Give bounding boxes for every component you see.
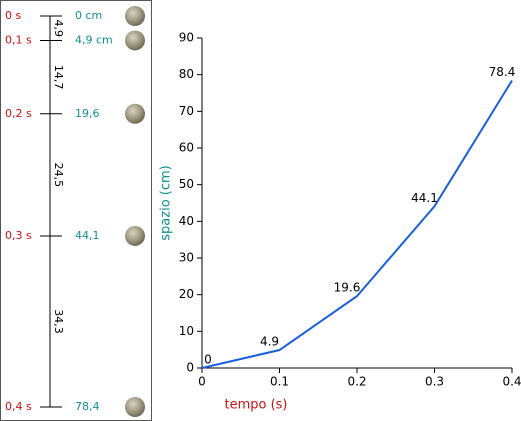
time-label: 0,3 s	[5, 229, 32, 242]
time-label: 0,1 s	[5, 33, 32, 46]
y-tick-label: 10	[179, 324, 194, 338]
interval-label: 14,7	[52, 65, 65, 90]
data-line	[201, 80, 513, 369]
data-label: 78.4	[489, 65, 516, 79]
x-tick-label: 0.3	[425, 375, 444, 389]
y-tick-label: 70	[179, 104, 194, 118]
x-tick-label: 0.4	[502, 375, 521, 389]
ball	[125, 225, 145, 246]
data-label: 0	[204, 353, 212, 367]
distance-label: 19,6	[75, 107, 100, 120]
y-tick-label: 60	[179, 141, 194, 155]
diagram-frame	[0, 0, 152, 421]
data-label: 19.6	[334, 281, 361, 295]
interval-label: 24,5	[52, 163, 65, 188]
time-label: 0,4 s	[5, 400, 32, 413]
distance-label: 0 cm	[75, 9, 102, 22]
y-tick-label: 40	[179, 214, 194, 228]
y-tick-label: 50	[179, 177, 194, 191]
time-label: 0 s	[5, 9, 21, 22]
x-tick-label: 0.2	[347, 375, 366, 389]
interval-label: 4,9	[52, 19, 65, 37]
y-tick-label: 0	[186, 361, 194, 375]
y-tick-label: 90	[179, 31, 194, 45]
time-label: 0,2 s	[5, 107, 32, 120]
data-label: 4.9	[260, 335, 279, 349]
y-tick-label: 20	[179, 287, 194, 301]
distance-label: 78,4	[75, 400, 100, 413]
x-axis-label: tempo (s)	[224, 398, 287, 413]
y-tick-label: 80	[179, 67, 194, 81]
y-tick-label: 30	[179, 251, 194, 265]
distance-label: 4,9 cm	[75, 33, 113, 46]
x-tick-label: 0	[198, 375, 206, 389]
data-label: 44.1	[411, 191, 438, 205]
ball	[125, 30, 145, 51]
interval-label: 34,3	[52, 309, 65, 334]
x-tick-label: 0.1	[270, 375, 289, 389]
y-axis-label: spazio (cm)	[159, 165, 174, 240]
distance-label: 44,1	[75, 229, 100, 242]
ball	[125, 103, 145, 124]
ball	[125, 397, 145, 417]
ball	[125, 6, 145, 26]
